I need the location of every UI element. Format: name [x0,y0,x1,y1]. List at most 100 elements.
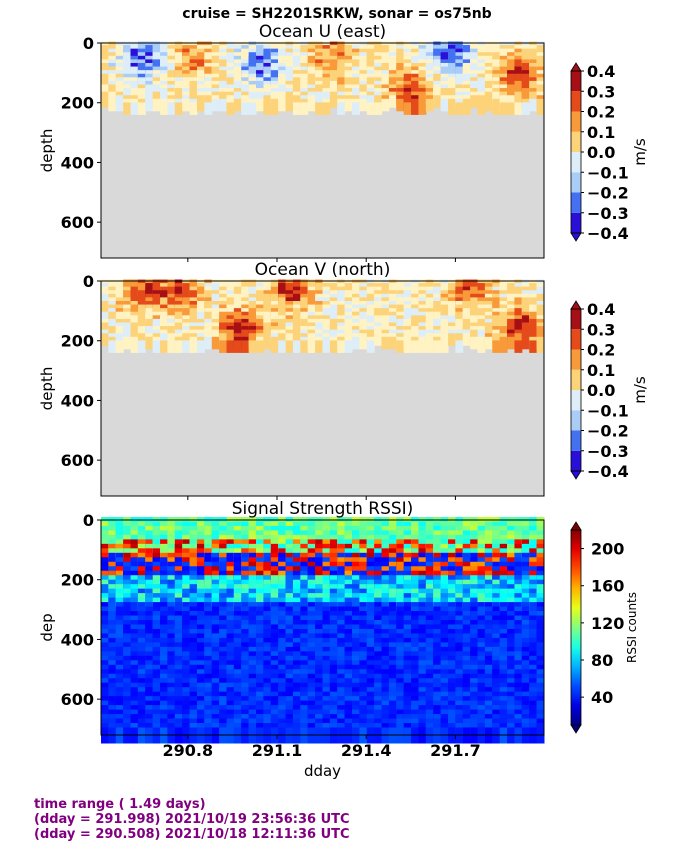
heatmap-cell [130,102,139,115]
colorbar-extend-max [570,62,582,72]
heatmap-cell [337,340,346,353]
heatmap-cell [241,340,250,353]
colorbar-tick-label: −0.4 [587,462,629,481]
colorbar-tick-label: 0.2 [587,103,615,122]
heatmap-cell [492,102,501,115]
heatmap-cell [396,98,405,112]
heatmap-cell [285,340,294,353]
heatmap-cell [211,336,220,350]
heatmap-cells [101,279,545,353]
heatmap-cell [366,102,375,115]
heatmap-cell [359,336,368,350]
heatmap-cell [499,102,508,115]
heatmap-cell [507,102,515,115]
colorbar-tick-label: 0.0 [587,381,615,400]
colorbar-segment [571,131,581,152]
chart-panel-1: Ocean U (east)0200400600depth0.40.30.20.… [38,22,649,262]
colorbar-segment [571,390,581,411]
heatmap-cell [182,340,191,353]
colorbar-label: m/s [631,138,649,166]
heatmap-cell [307,98,316,112]
heatmap-cell [300,102,309,115]
heatmap-cell [174,340,183,353]
heatmap-cell [411,340,419,353]
heatmap-cell [196,340,205,353]
colorbar-tick-label: −0.3 [587,204,629,223]
colorbar-segment [571,71,581,92]
heatmap-cell [263,336,272,350]
colorbar-segment [571,192,581,213]
heatmap-cell [366,340,375,353]
heatmap-cell [514,340,523,353]
colorbar-segment [571,450,581,471]
heatmap-cell [263,102,272,115]
heatmap-cell [359,98,368,112]
colorbar-tick-label: 0.0 [587,143,615,162]
heatmap-cell [278,98,287,112]
y-axis-label: depth [38,367,56,411]
heatmap-cell [145,336,154,350]
heatmap-cell [189,340,198,353]
heatmap-cell [403,340,412,353]
y-tick-label: 200 [61,332,94,351]
heatmap-cell [167,340,176,353]
heatmap-cell [101,95,109,108]
heatmap-cell [137,102,146,115]
axes-frame [100,42,545,259]
heatmap-cell [256,98,264,112]
heatmap-cell [241,102,250,115]
heatmap-cell [167,102,176,115]
heatmap-cell [270,340,279,353]
heatmap-cell [455,102,464,115]
heatmap-cell [189,102,198,115]
colorbar-segment [571,152,581,173]
colorbar-tick-label: −0.2 [587,422,629,441]
heatmap-cell [204,102,213,115]
heatmap-cell [381,98,390,112]
heatmap-cell [388,95,397,108]
heatmap-cell [507,336,515,350]
colorbar-tick-label: −0.3 [587,442,629,461]
heatmap-cell [433,95,442,108]
colorbar-tick-label: 0.4 [587,300,615,319]
colorbar-tick-label: 0.3 [587,82,615,101]
heatmap-cell [196,98,205,112]
colorbar-tick-label: 0.2 [587,341,615,360]
heatmap-cell [440,98,449,112]
heatmap-cell [448,102,456,115]
y-tick-label: 600 [61,451,94,470]
colorbar-segment [571,349,581,370]
heatmap-cell [477,102,486,115]
heatmap-cell [396,340,405,353]
heatmap-cell [233,98,242,112]
heatmap-cell [270,102,279,115]
heatmap-cell [300,340,309,353]
heatmap-cell [425,98,434,112]
heatmap-cell [462,102,471,115]
colorbar-segment [571,91,581,112]
heatmap-cell [329,95,338,108]
heatmap-cell [337,102,346,115]
heatmap-cell [322,102,331,115]
colorbar-tick-label: 0.4 [587,62,615,81]
heatmap-cell [403,102,412,115]
colorbar-tick-label: −0.4 [587,224,629,243]
heatmap-cell [292,340,301,353]
heatmap-cell [344,98,353,112]
colorbar: 0.40.30.20.10.0−0.1−0.2−0.3−0.4m/s [570,62,649,243]
colorbar-segment [571,309,581,330]
heatmap-cell [536,102,545,115]
heatmap-cell [123,102,132,115]
colorbar-segment [571,430,581,451]
heatmap-cell [130,340,139,353]
heatmap-cell [315,102,323,115]
colorbar-segment [571,172,581,193]
heatmap-cell [352,102,360,115]
heatmap-cell [315,340,323,353]
heatmap-cell [174,102,183,115]
y-tick-label: 600 [61,213,94,232]
heatmap-cell [160,102,168,115]
heatmap-cell [152,340,161,353]
heatmap-cell [219,340,228,353]
